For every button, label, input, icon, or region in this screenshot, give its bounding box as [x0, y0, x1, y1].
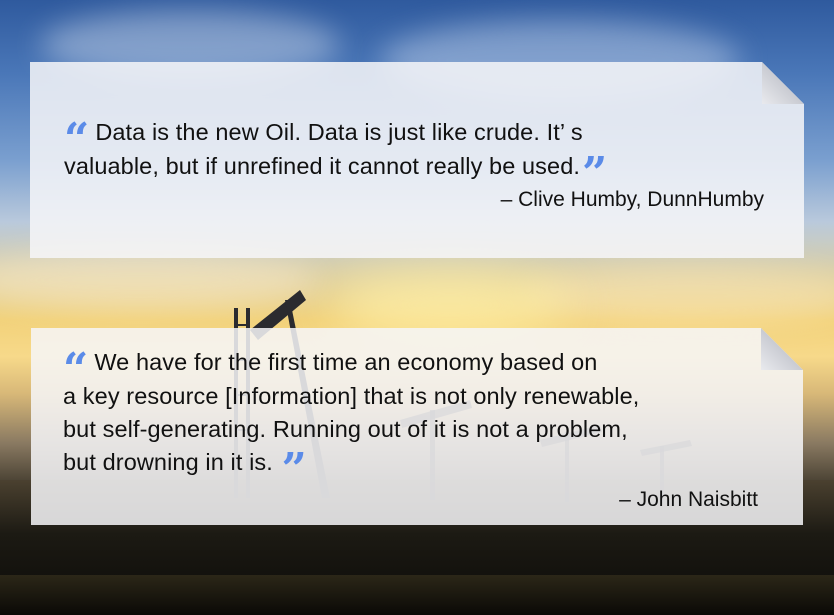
quote-author: – Clive Humby, DunnHumby [500, 188, 764, 211]
quote-card-2: “We have for the first time an economy b… [31, 328, 803, 525]
quote-author: – John Naisbitt [619, 488, 758, 511]
quote-text-2: “We have for the first time an economy b… [63, 346, 793, 480]
quote-line: valuable, but if unrefined it cannot rea… [64, 148, 602, 199]
quote-line: “Data is the new Oil. Data is just like … [64, 114, 583, 165]
close-quote-icon: ” [281, 444, 301, 495]
cloud [520, 265, 834, 325]
quote-line: a key resource [Information] that is not… [63, 383, 640, 409]
quote-line: “We have for the first time an economy b… [63, 344, 598, 395]
grass [0, 575, 834, 615]
quote-line: but self-generating. Running out of it i… [63, 416, 628, 442]
quote-card-1: “Data is the new Oil. Data is just like … [30, 62, 804, 258]
quote-text-1: “Data is the new Oil. Data is just like … [64, 116, 764, 184]
cloud [0, 250, 320, 310]
quote-line: but drowning in it is. ” [63, 444, 301, 495]
pumpjack-head [250, 290, 306, 340]
